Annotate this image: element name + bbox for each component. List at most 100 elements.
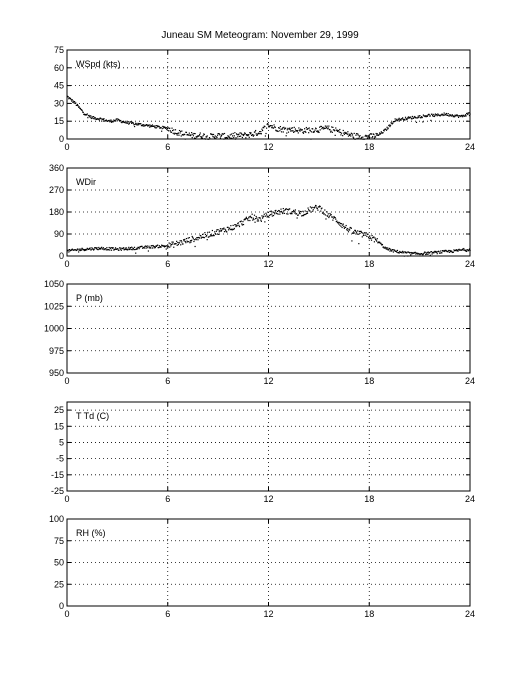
data-point [353,232,355,234]
data-point [218,133,220,135]
data-point [253,218,255,221]
data-point [71,100,73,102]
data-point [315,128,317,130]
data-point [310,207,313,209]
data-point [339,128,341,131]
data-point [244,132,246,134]
data-point [307,127,309,130]
data-point [147,250,149,252]
data-point [355,232,358,234]
data-point [128,248,130,251]
y-tick-label: -25 [51,486,64,496]
data-point [401,252,403,254]
data-point [309,130,311,132]
data-point [368,238,370,240]
data-point [109,249,111,251]
data-point [245,216,248,218]
data-point [225,229,227,231]
data-point [309,210,311,212]
data-point [357,134,359,136]
data-point [173,129,175,131]
data-point [296,217,298,219]
data-point [212,133,215,136]
x-tick-label: 18 [364,259,374,269]
data-point [114,248,116,250]
data-point [399,250,401,253]
data-point [124,247,126,249]
data-point [196,136,198,138]
data-point [241,133,243,135]
data-point [361,231,363,234]
data-point [68,98,70,100]
data-point [455,114,457,117]
data-point [387,127,389,129]
data-point [357,230,359,232]
data-point [199,133,201,136]
data-point [313,207,316,209]
data-point [313,131,316,133]
data-point [69,97,72,100]
data-point [75,102,77,104]
data-point [77,105,79,107]
y-tick-label: 15 [54,421,64,431]
data-point [322,211,324,213]
x-tick-label: 24 [465,494,475,504]
data-point [343,227,346,229]
data-point [191,235,193,238]
data-point [349,134,351,137]
data-point [355,230,357,233]
y-tick-label: 45 [54,81,64,91]
data-point [331,126,333,128]
data-point [462,249,464,251]
data-point [233,227,235,230]
data-point [444,114,446,116]
data-point [125,248,127,251]
data-point [133,125,136,128]
data-point [112,121,114,123]
data-point [230,133,233,135]
data-point [255,133,257,135]
data-point [424,115,426,118]
x-tick-label: 24 [465,376,475,386]
data-point [337,221,339,223]
data-point [105,248,107,250]
data-point [77,248,79,250]
data-point [167,126,169,129]
data-point [335,218,337,220]
data-point [198,135,200,137]
data-point [372,135,374,138]
data-point [134,248,136,251]
data-point [386,248,388,251]
data-point [220,230,222,232]
data-point [271,125,273,127]
data-point [429,252,431,254]
data-point [167,246,170,248]
x-tick-label: 0 [64,259,69,269]
data-point [321,128,323,130]
x-tick-label: 0 [64,494,69,504]
data-point [196,237,198,239]
data-point [294,209,297,211]
data-point [367,135,369,137]
data-point [467,250,469,252]
data-point [132,248,135,250]
data-point [141,245,143,247]
y-tick-label: 75 [54,45,64,55]
data-point [439,115,441,117]
data-point [451,250,453,252]
data-point [83,249,85,252]
data-point [188,237,190,239]
data-point [341,226,343,229]
data-point [338,130,340,132]
data-point [216,229,218,231]
data-point [434,113,437,115]
data-point [89,247,91,249]
data-point [443,112,445,114]
data-point [206,136,208,138]
data-point [237,223,239,225]
data-point [456,114,459,116]
data-point [245,134,248,136]
data-point [151,124,154,126]
data-point [97,248,99,251]
data-point [275,209,277,212]
